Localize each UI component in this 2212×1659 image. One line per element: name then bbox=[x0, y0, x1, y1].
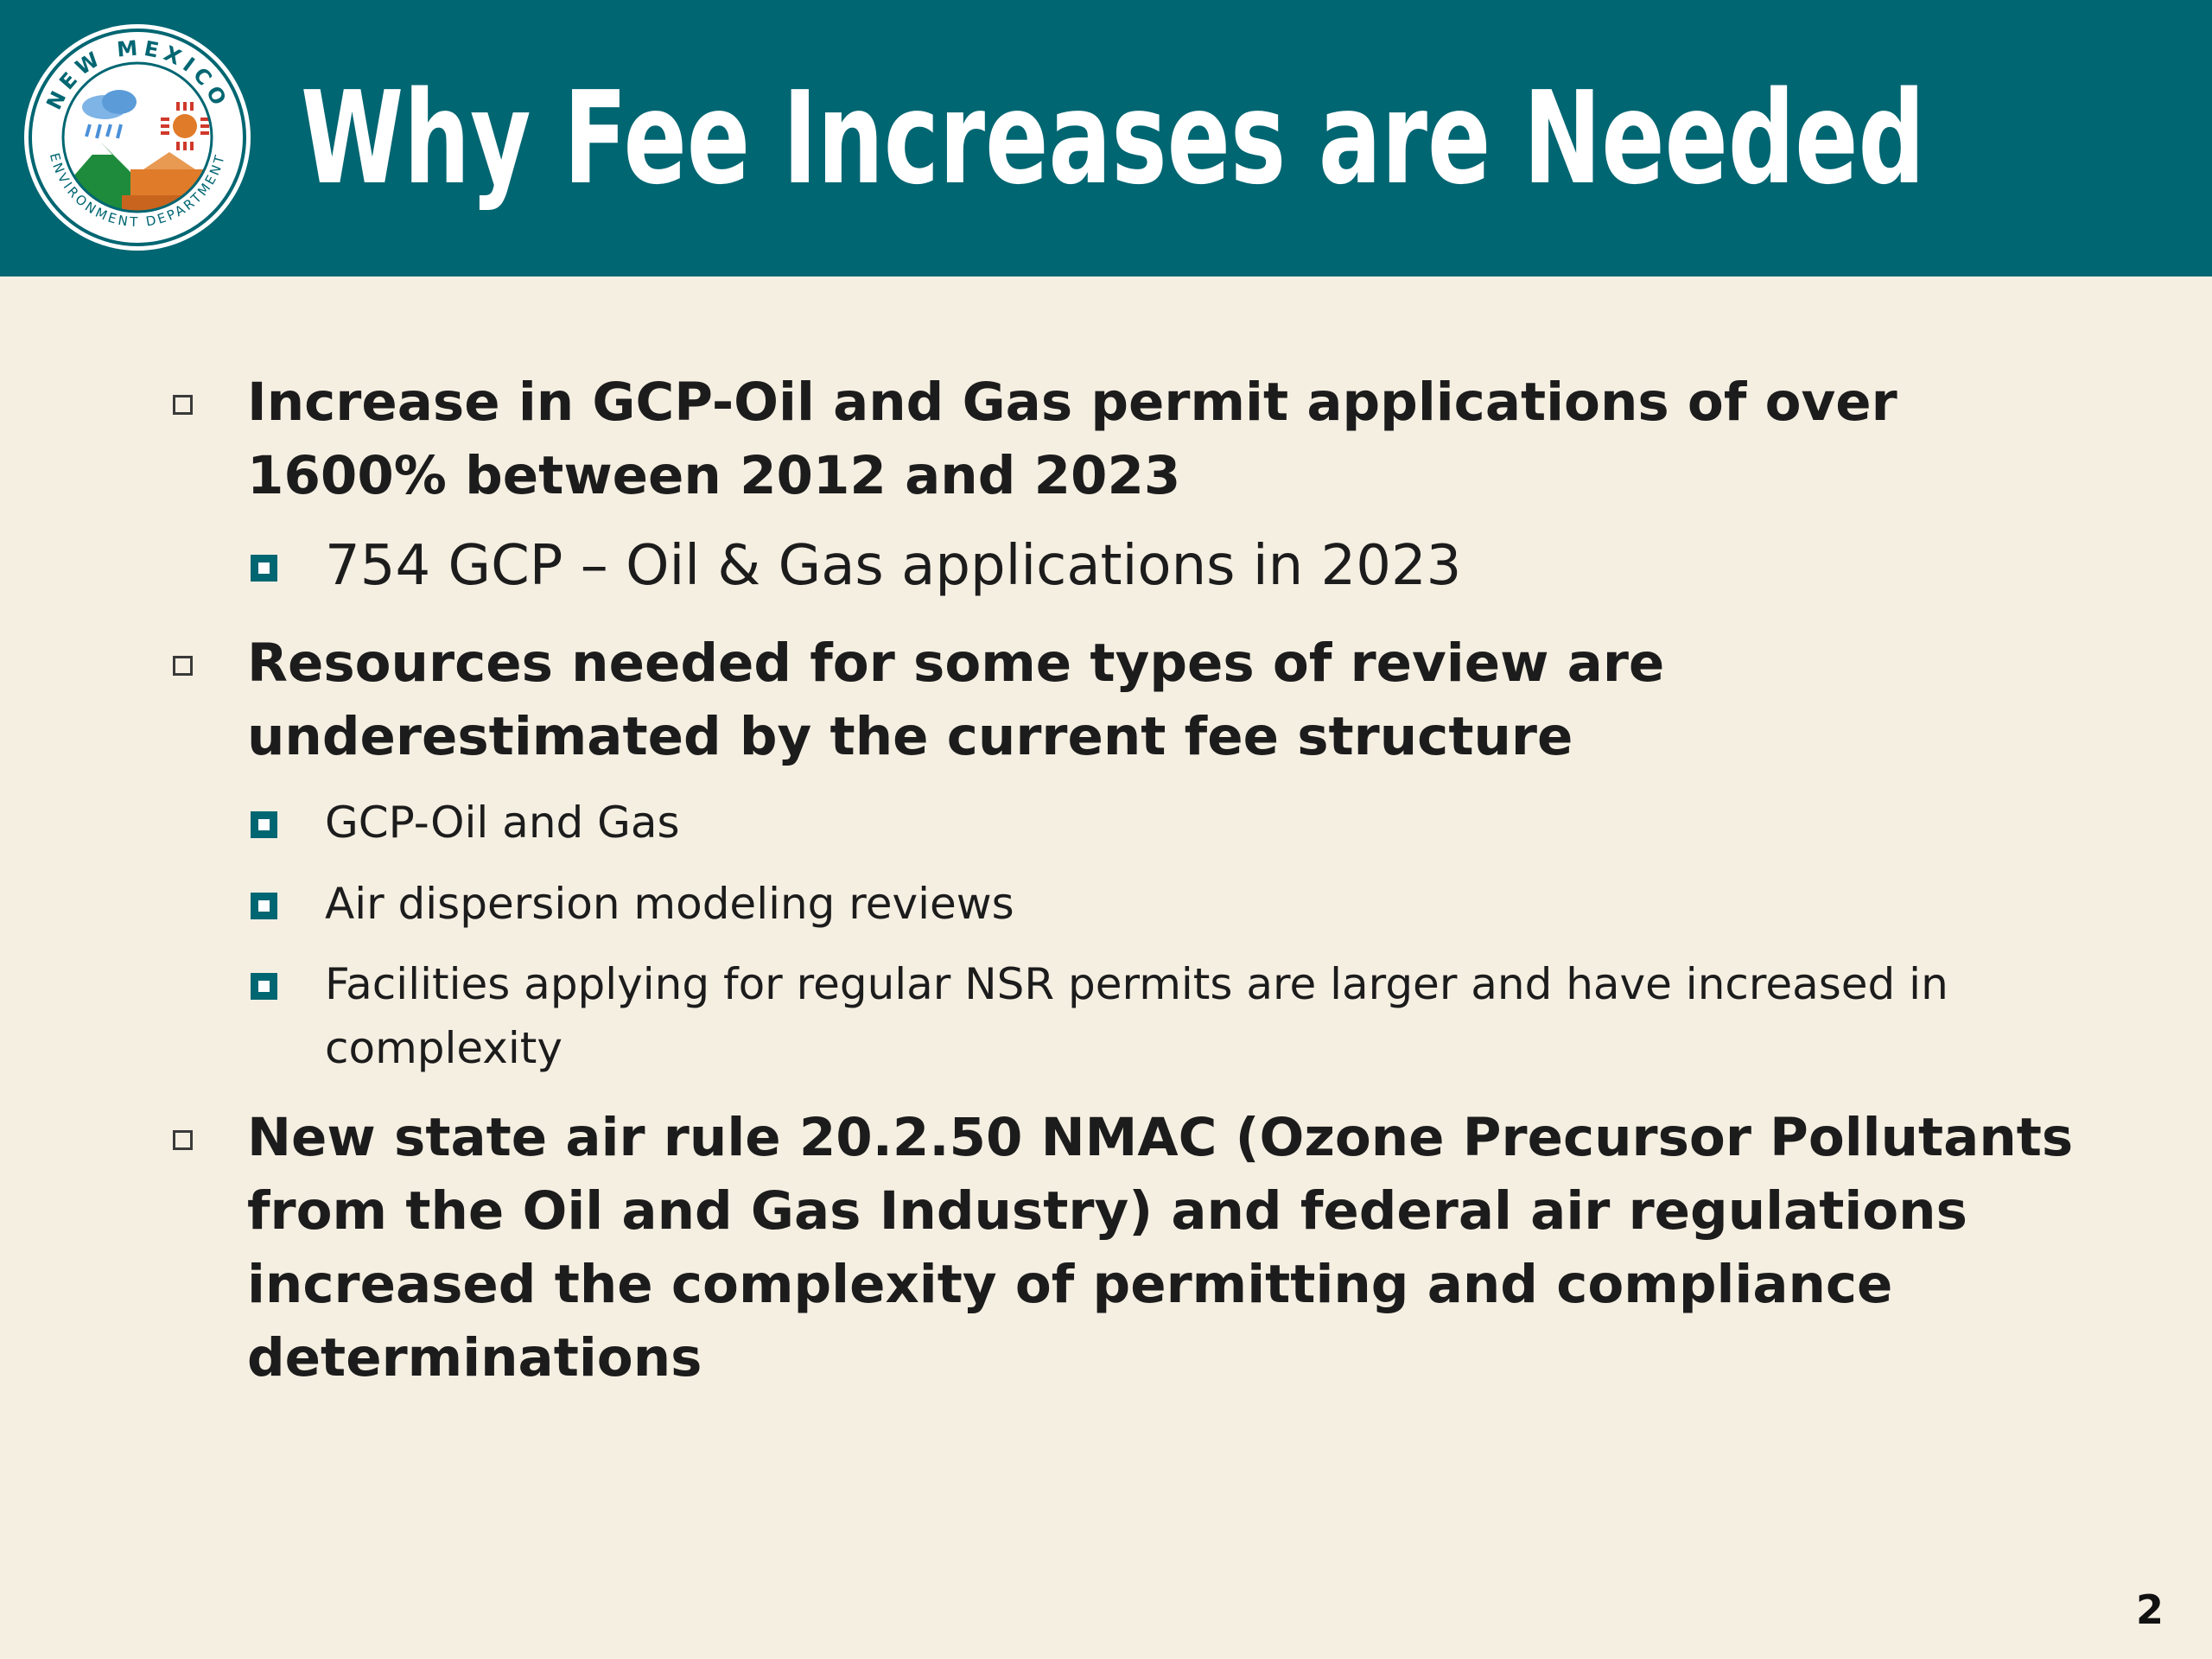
slide-body: Increase in GCP-Oil and Gas permit appli… bbox=[0, 276, 2212, 1659]
sub-bullet-text: Air dispersion modeling reviews bbox=[325, 879, 1014, 929]
sub-bullet-text: GCP-Oil and Gas bbox=[325, 798, 680, 848]
filled-square-bullet-icon bbox=[251, 893, 277, 919]
bullet-text: Resources needed for some types of revie… bbox=[247, 632, 1665, 767]
slide-title: Why Fee Increases are Needed bbox=[301, 64, 1925, 213]
page-number: 2 bbox=[2135, 1586, 2164, 1633]
nmed-logo: NEW MEXICO ENVIRONMENT DEPARTMENT bbox=[24, 24, 251, 251]
sub-bullet-2-1: GCP-Oil and Gas bbox=[325, 791, 2122, 855]
square-bullet-icon bbox=[173, 395, 193, 415]
bullet-1: Increase in GCP-Oil and Gas permit appli… bbox=[247, 365, 2079, 512]
bullet-text: Increase in GCP-Oil and Gas permit appli… bbox=[247, 372, 1897, 506]
filled-square-bullet-icon bbox=[251, 811, 277, 838]
sub-bullet-1-1: 754 GCP – Oil & Gas applications in 2023 bbox=[325, 528, 2122, 604]
sub-bullet-text: Facilities applying for regular NSR perm… bbox=[325, 959, 1948, 1073]
filled-square-bullet-icon bbox=[251, 973, 277, 1000]
sub-bullet-2-3: Facilities applying for regular NSR perm… bbox=[325, 952, 2105, 1080]
bullet-2: Resources needed for some types of revie… bbox=[247, 626, 2088, 773]
square-bullet-icon bbox=[173, 656, 193, 676]
title-bar: NEW MEXICO ENVIRONMENT DEPARTMENT Why Fe… bbox=[0, 0, 2212, 276]
bullet-text: New state air rule 20.2.50 NMAC (Ozone P… bbox=[247, 1107, 2074, 1389]
bullet-3: New state air rule 20.2.50 NMAC (Ozone P… bbox=[247, 1101, 2113, 1395]
sub-bullet-text: 754 GCP – Oil & Gas applications in 2023 bbox=[325, 534, 1462, 598]
filled-square-bullet-icon bbox=[251, 555, 277, 582]
sub-bullet-2-2: Air dispersion modeling reviews bbox=[325, 872, 2122, 936]
square-bullet-icon bbox=[173, 1130, 193, 1150]
